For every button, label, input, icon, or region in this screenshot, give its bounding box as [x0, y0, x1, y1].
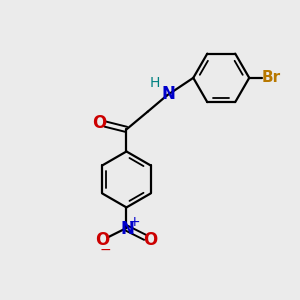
Text: O: O [95, 231, 109, 249]
Text: H: H [149, 76, 160, 90]
Text: O: O [143, 231, 158, 249]
Text: +: + [129, 214, 140, 229]
Text: N: N [161, 85, 175, 103]
Text: N: N [120, 220, 134, 238]
Text: O: O [92, 114, 106, 132]
Text: −: − [99, 243, 111, 257]
Text: Br: Br [261, 70, 280, 86]
